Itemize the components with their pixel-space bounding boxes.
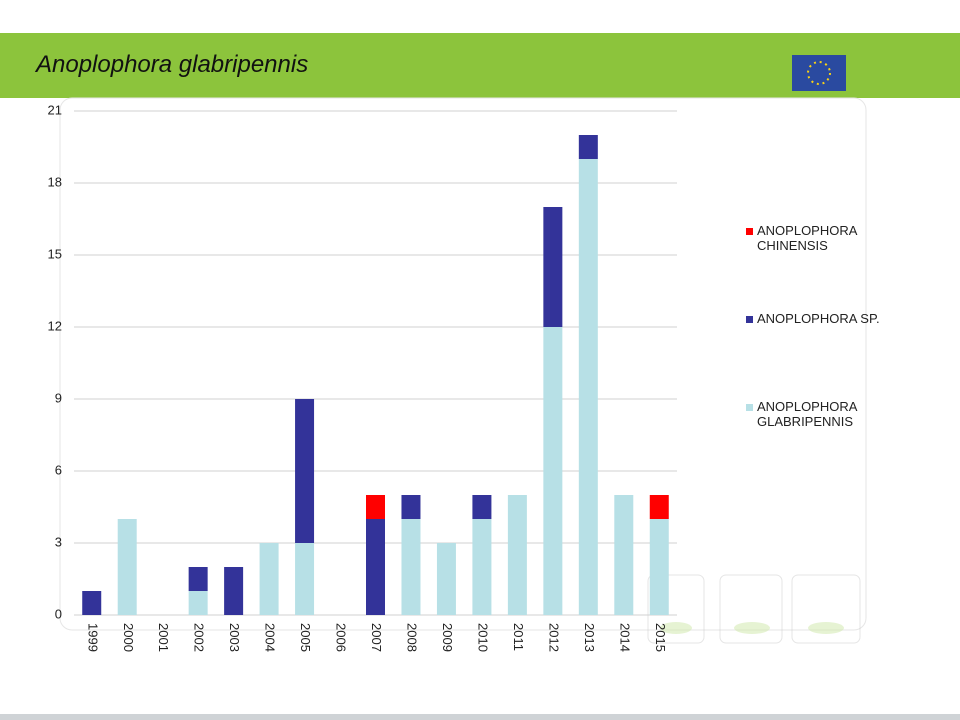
bar-segment <box>259 543 279 615</box>
y-tick-label: 21 <box>48 102 62 117</box>
bar-segment <box>649 495 669 519</box>
bar-segment <box>436 543 456 615</box>
x-tick-label: 2014 <box>617 623 632 652</box>
decoration <box>647 574 861 644</box>
y-tick-label: 0 <box>55 606 62 621</box>
legend-swatch <box>746 316 753 323</box>
y-tick-label: 6 <box>55 462 62 477</box>
legend-label: ANOPLOPHORA SP. <box>757 311 880 326</box>
bar-segment <box>543 207 563 327</box>
x-tick-label: 2002 <box>192 623 207 652</box>
x-tick-label: 2013 <box>582 623 597 652</box>
chart-title: Anoplophora glabripennis <box>34 51 308 78</box>
y-tick-label: 18 <box>48 174 62 189</box>
bar-segment <box>507 495 527 615</box>
x-tick-label: 2003 <box>227 623 242 652</box>
x-tick-label: 2010 <box>475 623 490 652</box>
x-tick-label: 2015 <box>653 623 668 652</box>
legend-swatch <box>746 228 753 235</box>
footer-band <box>0 714 960 720</box>
y-tick-label: 15 <box>48 246 62 261</box>
bar-segment <box>578 135 598 159</box>
bar-segment <box>401 495 421 519</box>
bar-segment <box>188 567 208 591</box>
legend-label: ANOPLOPHORA GLABRIPENNIS <box>757 399 857 429</box>
x-tick-label: 2000 <box>121 623 136 652</box>
y-tick-label: 9 <box>55 390 62 405</box>
chart-frame <box>59 97 867 631</box>
bar-segment <box>117 519 137 615</box>
x-tick-label: 2004 <box>263 623 278 652</box>
bar-segment <box>614 495 634 615</box>
legend-label: ANOPLOPHORA CHINENSIS <box>757 223 857 253</box>
bar-segment <box>82 591 102 615</box>
eu-flag <box>792 55 846 91</box>
bar-segment <box>295 399 315 543</box>
y-tick-label: 3 <box>55 534 62 549</box>
x-tick-label: 2007 <box>369 623 384 652</box>
x-tick-label: 2006 <box>334 623 349 652</box>
bar-segment <box>472 495 492 519</box>
bar-segment <box>472 519 492 615</box>
y-tick-label: 12 <box>48 318 62 333</box>
x-tick-label: 2005 <box>298 623 313 652</box>
bar-segment <box>578 159 598 615</box>
x-tick-label: 1999 <box>85 623 100 652</box>
x-tick-label: 2011 <box>511 623 526 651</box>
legend-swatch <box>746 404 753 411</box>
x-tick-label: 2009 <box>440 623 455 652</box>
bar-segment <box>224 567 244 615</box>
bar-segment <box>188 591 208 615</box>
bar-segment <box>366 519 385 615</box>
bar-segment <box>649 519 669 615</box>
x-tick-label: 2012 <box>546 623 561 652</box>
x-tick-label: 2001 <box>156 623 171 652</box>
bar-segment <box>543 327 563 615</box>
x-tick-label: 2008 <box>405 623 420 652</box>
bar-segment <box>366 495 385 519</box>
bar-segment <box>401 519 421 615</box>
bar-segment <box>295 543 315 615</box>
